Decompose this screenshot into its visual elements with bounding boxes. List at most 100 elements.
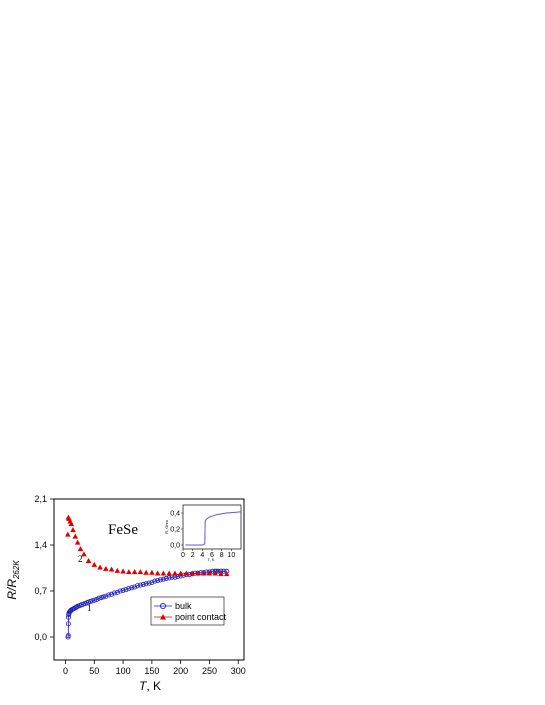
legend-pc-label: point contact: [175, 612, 227, 622]
bulk-point: [140, 581, 146, 587]
plot-frame: [53, 498, 245, 661]
bulk-point: [215, 568, 221, 574]
x-tick-label: 300: [231, 666, 246, 676]
bulk-point: [65, 633, 71, 639]
bulk-point: [123, 587, 129, 593]
bulk-point: [175, 574, 181, 580]
bulk-point: [146, 580, 152, 586]
x-tick-label: 0: [63, 666, 68, 676]
y-tick-label: 0,0: [34, 632, 47, 642]
bulk-series: [65, 568, 230, 640]
bulk-point: [149, 579, 155, 585]
bulk-point: [137, 582, 143, 588]
inset-y-label: R, Ohm: [164, 519, 169, 533]
bulk-point: [98, 595, 104, 601]
x-axis-label: T, K: [139, 679, 161, 693]
point-contact-series: [65, 514, 230, 577]
bulk-point: [103, 593, 109, 599]
legend-pc-marker: [160, 614, 166, 620]
inset-resistance-line: [185, 511, 242, 546]
point-contact-point: [70, 527, 76, 533]
point-contact-point: [131, 569, 138, 575]
point-contact-point: [195, 570, 201, 576]
bulk-point: [129, 585, 135, 591]
point-contact-point: [77, 546, 84, 552]
point-contact-point: [212, 570, 219, 576]
x-tick-label: 200: [173, 666, 188, 676]
curve-label-1: 1: [87, 603, 92, 613]
y-tick-label: 2,1: [34, 494, 47, 504]
bulk-point: [158, 577, 164, 583]
bulk-line: [67, 570, 227, 638]
point-contact-point: [91, 561, 98, 567]
point-contact-point: [81, 551, 87, 557]
inset-x-tick-label: 0: [181, 552, 185, 559]
inset-x-tick-label: 2: [191, 552, 195, 559]
bulk-point: [65, 621, 71, 627]
bulk-point: [101, 594, 107, 600]
point-contact-point: [103, 565, 109, 571]
curve-label-2: 2: [78, 554, 83, 564]
inset-y-ticks: 0,0 0,2 0,4: [170, 511, 183, 550]
inset-plot: 0 2 4 6 8 10 0,0 0,2 0,4 T, K R, Ohm: [164, 504, 242, 562]
point-contact-point: [68, 521, 75, 527]
inset-x-tick-label: 4: [200, 552, 204, 559]
bulk-point: [114, 589, 120, 595]
bulk-point: [120, 587, 126, 593]
point-contact-point: [114, 567, 121, 573]
point-contact-point: [108, 566, 115, 572]
point-contact-point: [223, 571, 230, 577]
x-tick-label: 150: [144, 666, 159, 676]
bulk-point: [134, 583, 140, 589]
x-tick-label: 50: [89, 666, 99, 676]
bulk-point: [111, 590, 117, 596]
point-contact-point: [137, 569, 144, 575]
bulk-point: [132, 584, 138, 590]
bulk-point: [152, 578, 158, 584]
point-contact-point: [183, 570, 190, 576]
legend-bulk-label: bulk: [175, 601, 192, 611]
inset-y-tick-label: 0,0: [170, 543, 180, 550]
point-contact-point: [200, 570, 207, 576]
y-axis-label: R/R262K: [5, 560, 21, 600]
inset-frame: [182, 504, 242, 550]
legend-box: [150, 596, 225, 626]
x-axis-ticks: 0 50 100 150 200 250 300: [63, 660, 246, 676]
bulk-point: [96, 595, 102, 601]
point-contact-point: [166, 570, 172, 576]
bulk-point: [155, 577, 161, 583]
point-contact-point: [149, 569, 155, 575]
bulk-point: [160, 576, 166, 582]
point-contact-point: [218, 571, 224, 577]
point-contact-point: [143, 569, 149, 575]
point-contact-point: [85, 557, 92, 563]
bulk-point: [109, 591, 115, 597]
bulk-point: [221, 568, 227, 574]
inset-x-ticks: 0 2 4 6 8 10: [181, 549, 235, 559]
inset-x-tick-label: 6: [210, 552, 214, 559]
bulk-point: [106, 592, 112, 598]
point-contact-point: [177, 570, 184, 576]
inset-x-label: T, K: [208, 557, 215, 562]
x-tick-label: 100: [116, 666, 131, 676]
bulk-point: [89, 598, 95, 604]
bulk-point: [91, 597, 97, 603]
bulk-point: [126, 585, 132, 591]
bulk-point: [117, 588, 123, 594]
y-tick-label: 0,7: [34, 586, 47, 596]
point-contact-point: [154, 570, 161, 576]
inset-x-tick-label: 10: [227, 552, 235, 559]
point-contact-point: [65, 531, 71, 537]
point-contact-point: [172, 570, 178, 576]
inset-y-tick-label: 0,4: [170, 511, 180, 518]
material-annotation: FeSe: [108, 522, 138, 538]
point-contact-point: [72, 533, 79, 539]
point-contact-point: [189, 570, 195, 576]
bulk-point: [143, 581, 149, 587]
point-contact-point: [74, 539, 81, 545]
legend: bulk point contact: [150, 596, 227, 626]
y-axis-ticks: 0,0 0,7 1,4 2,1: [34, 494, 54, 642]
x-tick-label: 250: [202, 666, 217, 676]
point-contact-point: [206, 570, 213, 576]
